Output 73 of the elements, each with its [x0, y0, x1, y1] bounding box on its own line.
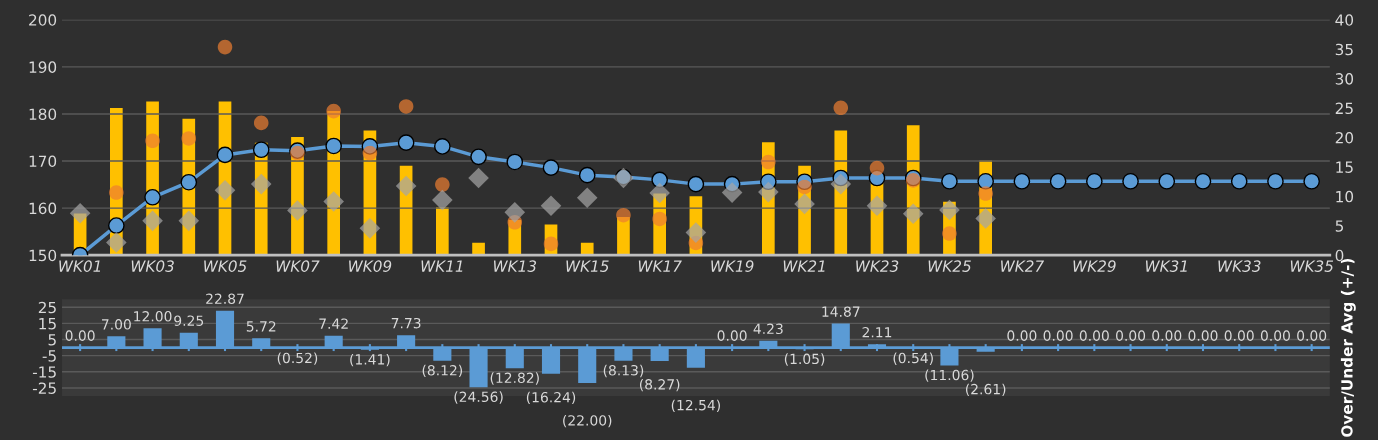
data-label: (1.41): [350, 353, 390, 367]
x-tick-label: WK27: [1001, 260, 1045, 272]
data-label: (0.54): [893, 352, 933, 365]
data-label: 0.00: [1297, 330, 1327, 341]
y-tick-label: 5: [48, 334, 56, 346]
data-label: (8.12): [422, 364, 463, 378]
data-label: 0.00: [1224, 330, 1254, 341]
y-tick-label: 200: [29, 14, 57, 26]
data-label: 2.11: [862, 326, 892, 338]
x-tick-label: WK07: [276, 260, 320, 272]
x-tick-label: WK19: [711, 260, 754, 272]
x-tick-label: WK25: [928, 260, 971, 272]
data-label: (1.05): [784, 353, 825, 366]
data-label: (22.00): [563, 414, 612, 428]
x-tick-label: WK09: [349, 260, 392, 272]
y2-tick-label: 30: [1335, 73, 1354, 85]
data-label: (0.52): [277, 352, 318, 365]
x-tick-label: WK23: [856, 260, 899, 272]
y2-tick-label: 15: [1336, 161, 1353, 173]
x-tick-label: WK21: [783, 260, 825, 272]
y-tick-label: -25: [32, 382, 56, 394]
data-label: (8.27): [639, 378, 680, 392]
data-label: 7.00: [102, 319, 131, 330]
data-label: 0.00: [1043, 330, 1073, 341]
data-label: (24.56): [454, 391, 503, 404]
data-label: (8.13): [603, 364, 644, 378]
data-label: 0.00: [65, 330, 95, 341]
y2-tick-label: 10: [1336, 190, 1354, 203]
data-label: 0.00: [1260, 330, 1290, 341]
data-label: (16.24): [526, 391, 576, 405]
y-tick-label: 25: [38, 301, 56, 314]
data-label: (11.06): [925, 369, 974, 382]
data-label: 0.00: [1079, 330, 1109, 341]
data-label: 0.00: [1188, 330, 1218, 341]
data-label: 0.00: [1007, 330, 1037, 341]
y-tick-label: -5: [42, 350, 56, 362]
y2-tick-label: 20: [1335, 131, 1354, 144]
data-label: (12.82): [490, 372, 539, 385]
y-tick-label: 150: [29, 249, 57, 262]
data-label: 7.42: [319, 318, 348, 329]
x-tick-label: WK11: [421, 260, 463, 272]
data-label: 22.87: [206, 293, 244, 304]
data-label: 7.73: [391, 317, 421, 329]
x-tick-label: WK13: [493, 260, 537, 272]
y-tick-label: -15: [32, 366, 56, 378]
y-tick-label: 180: [29, 108, 57, 120]
y2-tick-label: 35: [1335, 43, 1353, 56]
y-tick-label: 190: [29, 61, 57, 73]
y-tick-label: 160: [29, 202, 57, 215]
x-tick-label: WK01: [59, 260, 101, 272]
data-label: 0.00: [717, 330, 747, 341]
y-tick-label: 15: [39, 318, 56, 330]
data-label: (2.61): [965, 383, 1006, 397]
x-tick-label: WK33: [1218, 260, 1261, 272]
data-label: (12.54): [671, 399, 720, 413]
y-tick-label: 170: [29, 155, 57, 168]
x-tick-label: WK05: [204, 260, 247, 272]
x-tick-label: WK31: [1145, 260, 1187, 272]
data-label: 0.00: [1152, 330, 1182, 341]
data-label: 14.87: [822, 306, 860, 317]
x-tick-label: WK15: [566, 260, 609, 272]
y2-tick-label: 25: [1335, 102, 1353, 115]
x-tick-label: WK29: [1073, 260, 1116, 272]
data-label: 5.72: [246, 321, 276, 332]
y2-tick-label: 40: [1335, 14, 1354, 26]
x-tick-label: WK03: [131, 260, 174, 272]
data-label: 12.00: [134, 311, 172, 322]
data-label: 0.00: [1116, 330, 1146, 341]
x-tick-label: WK17: [638, 260, 682, 272]
x-tick-label: WK35: [1290, 260, 1334, 272]
data-label: 4.23: [753, 323, 783, 335]
y2-tick-label: 5: [1335, 220, 1344, 232]
data-label: 9.25: [174, 315, 204, 326]
